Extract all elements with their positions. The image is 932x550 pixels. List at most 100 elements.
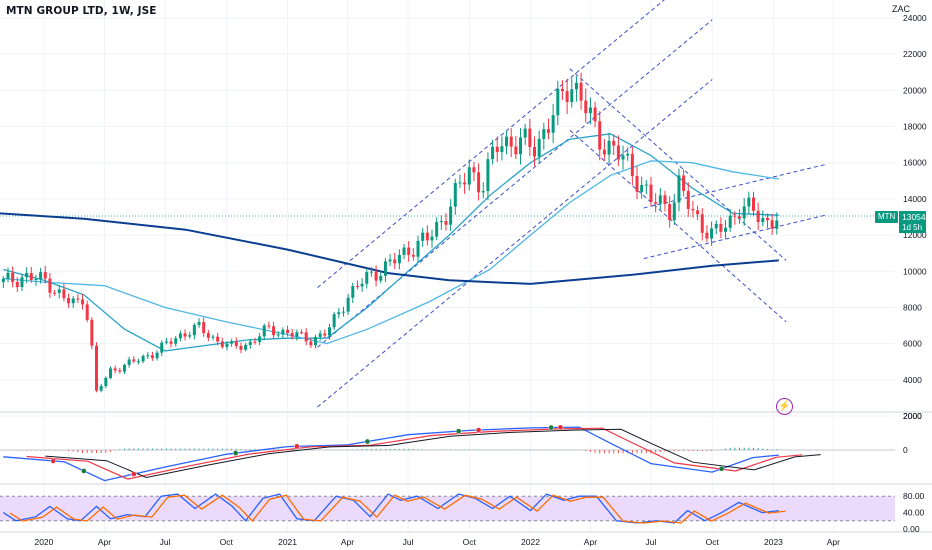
macd-pane (0, 424, 895, 482)
candle-body (682, 175, 686, 191)
candle-body (1, 278, 5, 283)
candle-body (761, 217, 765, 223)
cross-marker (294, 443, 300, 450)
candle-body (34, 278, 38, 280)
lightning-icon[interactable]: ⚡ (776, 398, 793, 415)
x-tick-label: Jul (646, 537, 657, 547)
moving-average-line (3, 160, 779, 345)
candle-body (481, 191, 485, 193)
candle-body (663, 195, 667, 205)
candle-body (267, 325, 271, 327)
candle-body (183, 333, 187, 337)
candle-body (108, 368, 112, 378)
candle-body (444, 221, 448, 225)
candle-body (724, 227, 728, 232)
candle-body (644, 184, 648, 186)
candle-body (85, 304, 89, 320)
y-tick-label: 22000 (903, 49, 927, 59)
cross-marker (50, 458, 57, 464)
candle-body (752, 197, 756, 211)
channel-line (317, 19, 713, 348)
candle-body (118, 370, 122, 372)
candle-body (164, 341, 168, 343)
candle-body (6, 272, 10, 279)
price-axis: 2400022000200001800016000140001200010000… (903, 13, 927, 534)
candle-body (570, 89, 574, 103)
y-tick-label: 2000 (903, 411, 922, 421)
candle-body (341, 311, 345, 313)
candle-body (747, 197, 751, 207)
y-tick-label: 0.00 (903, 524, 920, 534)
candle-body (281, 329, 285, 335)
candle-body (714, 223, 718, 229)
candle-body (770, 220, 774, 229)
candle-body (295, 332, 299, 337)
candle-body (197, 322, 201, 326)
candle-body (286, 329, 290, 334)
candle-body (388, 259, 392, 262)
candle-body (132, 359, 136, 362)
candle-body (421, 232, 425, 241)
candle-body (216, 336, 220, 342)
candle-body (383, 261, 387, 276)
channel-line (317, 0, 665, 288)
y-tick-label: 24000 (903, 13, 927, 23)
candle-body (11, 272, 15, 282)
candle-body (244, 344, 248, 350)
candle-body (500, 146, 504, 153)
price-tag-value: 13054 (899, 211, 926, 223)
moving-averages (0, 133, 779, 352)
candle-body (491, 146, 495, 160)
cross-marker (130, 471, 137, 477)
candle-body (211, 336, 215, 338)
candle-body (691, 208, 695, 211)
candle-body (104, 377, 108, 387)
candle-body (57, 289, 61, 293)
candle-body (584, 100, 588, 114)
candle-body (309, 341, 313, 346)
candle-body (332, 314, 336, 328)
candle-body (127, 359, 131, 365)
candle-body (621, 155, 625, 160)
candle-body (700, 214, 704, 233)
candle-body (738, 216, 742, 219)
x-tick-label: Apr (827, 537, 840, 547)
candle-body (113, 368, 117, 371)
candle-body (150, 355, 154, 359)
x-tick-label: Oct (220, 537, 234, 547)
candle-body (225, 343, 229, 347)
x-tick-label: Apr (584, 537, 597, 547)
candle-body (477, 172, 481, 193)
candle-body (234, 341, 238, 346)
y-tick-label: 10000 (903, 266, 927, 276)
candle-body (43, 272, 47, 279)
y-tick-label: 0 (903, 445, 908, 455)
candle-body (658, 195, 662, 204)
y-tick-label: 4000 (903, 375, 922, 385)
candle-body (556, 88, 560, 116)
candle-body (304, 332, 308, 342)
candle-body (323, 333, 327, 336)
x-tick-label: 2023 (764, 537, 783, 547)
candle-body (533, 147, 537, 157)
candle-body (463, 182, 467, 185)
rsi-band (0, 495, 895, 522)
x-tick-label: Apr (341, 537, 354, 547)
candle-body (169, 341, 173, 344)
signal-line (26, 427, 803, 480)
moving-average-line (0, 212, 779, 285)
y-tick-label: 16000 (903, 158, 927, 168)
x-tick-label: 2021 (278, 537, 297, 547)
candle-body (276, 334, 280, 336)
candle-body (71, 298, 75, 304)
candle-body (560, 88, 564, 92)
grid-lines (0, 0, 932, 533)
candle-body (188, 335, 192, 337)
y-tick-label: 14000 (903, 194, 927, 204)
x-tick-label: Apr (98, 537, 111, 547)
y-tick-label: 80.00 (903, 491, 925, 501)
candle-body (369, 271, 373, 273)
candle-body (25, 273, 29, 278)
candle-body (174, 338, 178, 344)
